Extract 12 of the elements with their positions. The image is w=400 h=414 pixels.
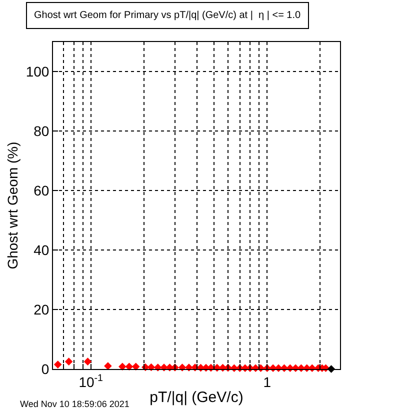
x-axis-title: pT/|q| (GeV/c): [150, 388, 244, 406]
y-tick-label: 20: [34, 301, 50, 318]
y-axis-title: Ghost wrt Geom (%): [4, 142, 20, 270]
y-tick-label: 100: [26, 64, 50, 80]
x-tick-label: 1: [263, 374, 272, 390]
text: Wed Nov 10 18:59:06 2021: [20, 399, 130, 409]
chart-title: Ghost wrt Geom for Primary vs pT/|q| (GeV/c) at | η | <= 1.0: [34, 10, 302, 21]
y-tick-label: 60: [34, 182, 50, 199]
y-tick-label: 40: [34, 242, 50, 258]
y-tick-label: 80: [34, 123, 50, 140]
x-tick-label: 10$^{-1}$: [78, 372, 103, 390]
y-tick-label: 0: [41, 360, 50, 377]
